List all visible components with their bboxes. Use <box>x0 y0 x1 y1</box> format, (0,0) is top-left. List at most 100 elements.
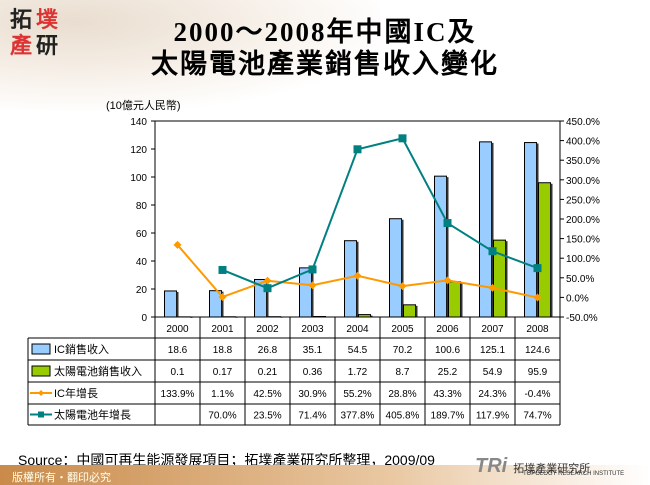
y2-tick-label: 150.0% <box>566 235 600 246</box>
data-cell: 24.3% <box>478 389 506 400</box>
category-label: 2002 <box>256 324 279 335</box>
data-cell: 1.1% <box>211 389 234 400</box>
footer-bar <box>0 465 650 485</box>
chart: 0 20 40 60 80 100 120 140 -50.0% 0.0% 50.0% 100.0% 1… <box>27 117 600 426</box>
bar-solar <box>448 281 461 318</box>
y-tick-label: 40 <box>136 257 148 268</box>
marker-square <box>263 284 272 293</box>
y-tick-label: 60 <box>136 229 148 240</box>
y-tick-label: 140 <box>130 117 147 128</box>
data-cell: 28.8% <box>388 389 416 400</box>
marker-diamond <box>218 292 227 301</box>
data-cell: 18.8 <box>213 345 233 356</box>
category-label: 2003 <box>301 324 324 335</box>
marker-diamond <box>443 276 452 285</box>
marker-square <box>308 265 317 274</box>
data-cell: 54.5 <box>348 345 368 356</box>
marker-diamond <box>308 281 317 290</box>
y-tick-label: 100 <box>130 173 147 184</box>
data-cell: 54.9 <box>483 367 503 378</box>
brand-logo: TRi 拓墣產業研究所 TOPOLOGY RESEARCH INSTITUTE <box>475 455 624 478</box>
data-cell: 55.2% <box>343 389 371 400</box>
legend-key <box>31 365 51 377</box>
category-label: 2000 <box>166 324 189 335</box>
legend-label: IC年增長 <box>54 386 98 400</box>
data-cell: 18.6 <box>168 345 188 356</box>
legend-label: IC銷售收入 <box>54 342 109 356</box>
data-cell: 26.8 <box>258 345 278 356</box>
bar-ic <box>479 141 492 318</box>
marker-square <box>398 134 407 143</box>
brand-en: TOPOLOGY RESEARCH INSTITUTE <box>523 471 625 477</box>
category-label: 2005 <box>391 324 414 335</box>
y-tick-label: 80 <box>136 201 148 212</box>
data-cell: 1.72 <box>348 367 368 378</box>
legend-marker <box>38 411 44 418</box>
category-label: 2007 <box>481 324 504 335</box>
data-cell: 42.5% <box>253 389 281 400</box>
marker-square <box>488 247 497 256</box>
data-cell: 43.3% <box>433 389 461 400</box>
marker-diamond <box>263 276 272 285</box>
y2-tick-label: 350.0% <box>566 156 600 167</box>
chart-title-line2: 太陽電池產業銷售收入變化 <box>151 49 499 79</box>
data-cell: 23.5% <box>253 411 281 422</box>
marker-square <box>443 219 452 228</box>
data-cell: 70.2 <box>393 345 413 356</box>
data-cell: 0.21 <box>258 367 278 378</box>
data-cell: 124.6 <box>525 345 550 356</box>
y2-tick-label: 250.0% <box>566 195 600 206</box>
data-cell: 377.8% <box>341 411 375 422</box>
legend-marker <box>38 390 44 396</box>
data-cell: 25.2 <box>438 367 458 378</box>
y2-tick-label: 300.0% <box>566 176 600 187</box>
header-background <box>0 0 380 110</box>
legend-key <box>31 343 51 355</box>
source-note: Source：中國可再生能源發展項目；拓墣產業研究所整理，2009/09 <box>18 452 435 468</box>
y2-tick-label: 50.0% <box>566 274 594 285</box>
data-cell: 95.9 <box>528 367 548 378</box>
marker-diamond <box>398 282 407 291</box>
marker-square <box>353 145 362 154</box>
data-cell: 71.4% <box>298 411 326 422</box>
chart-title-line1: 2000～2008年中國IC及 <box>173 17 477 47</box>
y2-tick-label: 400.0% <box>566 137 600 148</box>
data-cell: 100.6 <box>435 345 460 356</box>
logo: 拓墣產研 <box>9 8 58 59</box>
bar-ic <box>434 175 447 318</box>
bar-ic <box>524 142 537 318</box>
data-cell: 74.7% <box>523 411 551 422</box>
bar-solar <box>403 304 416 318</box>
data-cell: 117.9% <box>476 411 509 422</box>
brand-mark: TRi <box>475 455 508 477</box>
line-solar-growth <box>222 137 538 290</box>
bar-ic <box>164 290 177 318</box>
y-tick-label: 0 <box>141 313 147 324</box>
data-cell: 70.0% <box>208 411 236 422</box>
data-cell: 189.7% <box>431 411 465 422</box>
y2-tick-label: 200.0% <box>566 215 600 226</box>
y-tick-label: 120 <box>130 145 147 156</box>
data-cell: 133.9% <box>161 389 195 400</box>
y-tick-label: 20 <box>136 285 148 296</box>
copyright: 版權所有・翻印必究 <box>12 472 111 484</box>
data-cell: 125.1 <box>480 345 505 356</box>
category-label: 2001 <box>211 324 234 335</box>
data-cell: 0.36 <box>303 367 323 378</box>
y-axis-unit: (10億元人民幣) <box>106 100 181 112</box>
bar-ic <box>299 267 312 318</box>
marker-diamond <box>533 293 542 302</box>
data-cell: 0.17 <box>213 367 233 378</box>
data-cell: 30.9% <box>298 389 326 400</box>
category-label: 2008 <box>526 324 549 335</box>
data-cell: -0.4% <box>524 389 550 400</box>
category-label: 2004 <box>346 324 369 335</box>
marker-diamond <box>353 271 362 280</box>
data-cell: 35.1 <box>303 345 323 356</box>
brand-cn: 拓墣產業研究所 <box>513 463 591 475</box>
marker-square <box>533 264 542 273</box>
data-cell: 8.7 <box>396 367 410 378</box>
y2-tick-label: 0.0% <box>566 293 589 304</box>
marker-diamond <box>488 283 497 292</box>
legend-label: 太陽電池銷售收入 <box>54 364 142 378</box>
